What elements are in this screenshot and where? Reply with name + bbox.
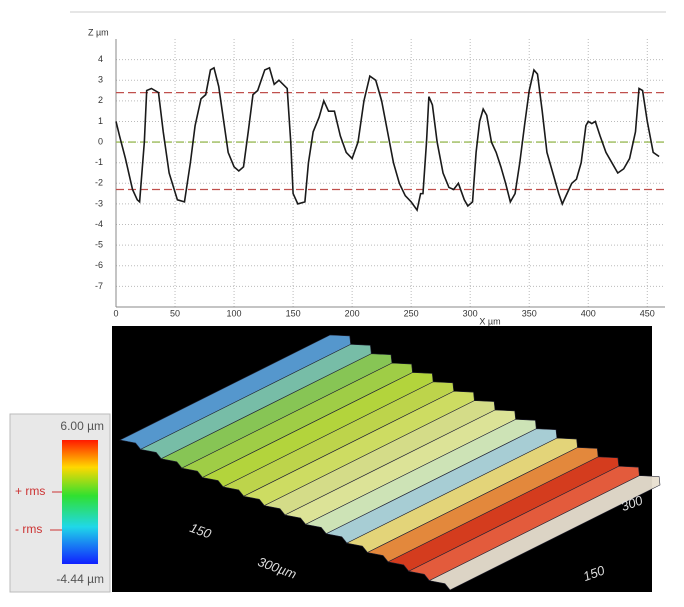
y-tick-label: -1	[95, 157, 103, 167]
color-scale-bar	[62, 440, 98, 564]
x-tick-label: 250	[404, 308, 419, 318]
y-tick-label: -4	[95, 219, 103, 229]
x-tick-label: 450	[640, 308, 655, 318]
x-tick-label: 400	[581, 308, 596, 318]
x-tick-label: 100	[227, 308, 242, 318]
y-tick-label: 2	[98, 95, 103, 105]
y-tick-label: 3	[98, 75, 103, 85]
color-scale-min: -4.44 µm	[56, 572, 104, 586]
surface-axis-label: 150	[188, 520, 214, 542]
surface-axis-label: 300	[619, 492, 645, 514]
surface-axis-label: 150	[581, 562, 607, 584]
y-tick-label: 4	[98, 54, 103, 64]
x-tick-label: 350	[522, 308, 537, 318]
y-axis-label: Z µm	[88, 27, 109, 37]
y-tick-label: -5	[95, 240, 103, 250]
y-tick-label: -3	[95, 198, 103, 208]
y-tick-label: 0	[98, 136, 103, 146]
x-tick-label: 50	[170, 308, 180, 318]
color-scale-max: 6.00 µm	[60, 419, 104, 433]
color-scale-plus-rms: + rms	[15, 484, 45, 498]
x-tick-label: 150	[286, 308, 301, 318]
y-tick-label: 1	[98, 116, 103, 126]
plot-panel	[70, 10, 666, 326]
y-tick-label: -6	[95, 260, 103, 270]
x-tick-label: 300	[463, 308, 478, 318]
x-axis-label: X µm	[479, 316, 500, 326]
y-tick-label: -2	[95, 178, 103, 188]
profile-line	[115, 66, 660, 213]
surface-ridge	[428, 475, 661, 591]
x-tick-label: 0	[113, 308, 118, 318]
x-tick-label: 200	[345, 308, 360, 318]
color-scale-minus-rms: - rms	[15, 522, 42, 536]
y-tick-label: -7	[95, 281, 103, 291]
